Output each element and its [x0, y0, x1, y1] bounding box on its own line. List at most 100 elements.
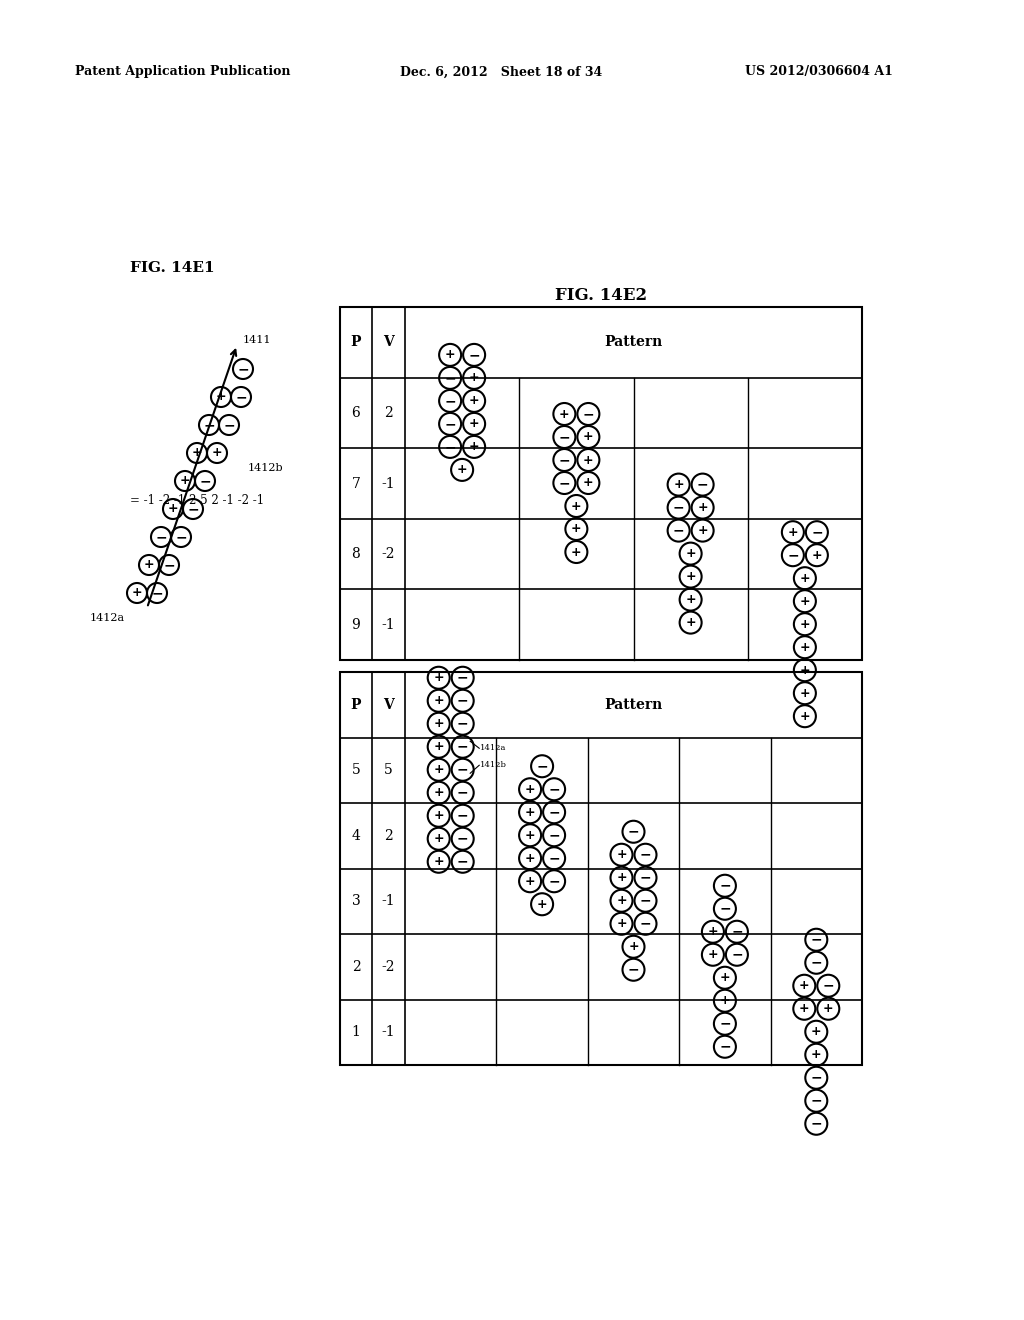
Text: +: + — [433, 787, 444, 799]
Text: +: + — [469, 371, 479, 384]
Text: −: − — [457, 763, 469, 776]
Text: +: + — [697, 524, 708, 537]
Text: Pattern: Pattern — [604, 335, 663, 350]
Text: +: + — [143, 558, 155, 572]
Text: +: + — [433, 809, 444, 822]
Text: 8: 8 — [351, 546, 360, 561]
Text: +: + — [697, 502, 708, 513]
Text: +: + — [812, 549, 822, 562]
Text: +: + — [216, 391, 226, 404]
Text: +: + — [674, 478, 684, 491]
Text: −: − — [548, 783, 560, 796]
Text: −: − — [468, 348, 480, 362]
Text: +: + — [168, 503, 178, 516]
Text: −: − — [811, 525, 822, 539]
Text: +: + — [212, 446, 222, 459]
Text: 1412b: 1412b — [248, 463, 284, 473]
Text: +: + — [800, 686, 810, 700]
Text: −: − — [810, 933, 822, 946]
Text: −: − — [444, 393, 456, 408]
Text: −: − — [156, 531, 167, 544]
Text: −: − — [457, 785, 469, 800]
Bar — [340, 308, 862, 660]
Text: P: P — [351, 698, 361, 711]
Text: Dec. 6, 2012   Sheet 18 of 34: Dec. 6, 2012 Sheet 18 of 34 — [400, 66, 602, 78]
Text: −: − — [187, 502, 199, 516]
Text: −: − — [731, 948, 742, 962]
Text: −: − — [810, 1094, 822, 1107]
Text: −: − — [203, 418, 215, 432]
Text: +: + — [708, 925, 718, 939]
Text: −: − — [583, 407, 594, 421]
Text: +: + — [811, 1026, 821, 1039]
Text: +: + — [571, 523, 582, 536]
Text: P: P — [351, 335, 361, 350]
Text: −: − — [640, 917, 651, 931]
Text: 1412b: 1412b — [480, 762, 507, 770]
Text: −: − — [200, 474, 211, 488]
Text: +: + — [433, 832, 444, 845]
Text: −: − — [640, 894, 651, 908]
Text: −: − — [238, 362, 249, 376]
Text: +: + — [457, 463, 467, 477]
Text: +: + — [524, 783, 536, 796]
Text: +: + — [433, 672, 444, 684]
Text: −: − — [548, 851, 560, 865]
Text: +: + — [800, 572, 810, 585]
Text: −: − — [457, 855, 469, 869]
Text: 2: 2 — [351, 960, 360, 974]
Text: +: + — [191, 446, 203, 459]
Text: −: − — [628, 825, 639, 838]
Text: +: + — [583, 430, 594, 444]
Text: +: + — [800, 664, 810, 677]
Text: +: + — [469, 395, 479, 408]
Text: −: − — [810, 1117, 822, 1131]
Text: +: + — [685, 546, 696, 560]
Text: +: + — [823, 1002, 834, 1015]
Text: −: − — [719, 879, 731, 892]
Text: +: + — [685, 593, 696, 606]
Text: −: − — [628, 962, 639, 977]
Text: 4: 4 — [351, 829, 360, 842]
Text: +: + — [720, 972, 730, 985]
Text: −: − — [457, 739, 469, 754]
Text: +: + — [685, 616, 696, 630]
Text: −: − — [787, 548, 799, 562]
Text: +: + — [524, 805, 536, 818]
Text: +: + — [433, 741, 444, 754]
Text: +: + — [524, 829, 536, 842]
Text: -1: -1 — [382, 1026, 395, 1039]
Text: Patent Application Publication: Patent Application Publication — [75, 66, 291, 78]
Text: −: − — [236, 389, 247, 404]
Text: -1: -1 — [382, 894, 395, 908]
Text: +: + — [811, 1048, 821, 1061]
Text: +: + — [799, 979, 810, 993]
Text: = -1 -2 -1 2 5 2 -1 -2 -1: = -1 -2 -1 2 5 2 -1 -2 -1 — [130, 494, 264, 507]
Text: −: − — [444, 440, 456, 454]
Text: −: − — [152, 586, 163, 601]
Text: −: − — [731, 925, 742, 939]
Text: −: − — [548, 805, 560, 820]
Text: -2: -2 — [382, 546, 395, 561]
Text: −: − — [558, 477, 570, 490]
Text: +: + — [616, 849, 627, 861]
Text: −: − — [719, 1040, 731, 1053]
Text: −: − — [696, 478, 709, 491]
Text: 5: 5 — [351, 763, 360, 777]
Text: +: + — [616, 917, 627, 931]
Text: +: + — [433, 717, 444, 730]
Text: −: − — [457, 717, 469, 731]
Text: +: + — [537, 898, 548, 911]
Text: 1412a: 1412a — [90, 612, 125, 623]
Text: +: + — [469, 417, 479, 430]
Text: −: − — [548, 828, 560, 842]
Text: −: − — [822, 978, 835, 993]
Text: −: − — [444, 417, 456, 430]
Text: −: − — [673, 500, 684, 515]
Text: 2: 2 — [384, 829, 393, 842]
Text: −: − — [558, 430, 570, 444]
Text: US 2012/0306604 A1: US 2012/0306604 A1 — [745, 66, 893, 78]
Text: +: + — [444, 348, 456, 362]
Text: −: − — [558, 453, 570, 467]
Text: +: + — [132, 586, 142, 599]
